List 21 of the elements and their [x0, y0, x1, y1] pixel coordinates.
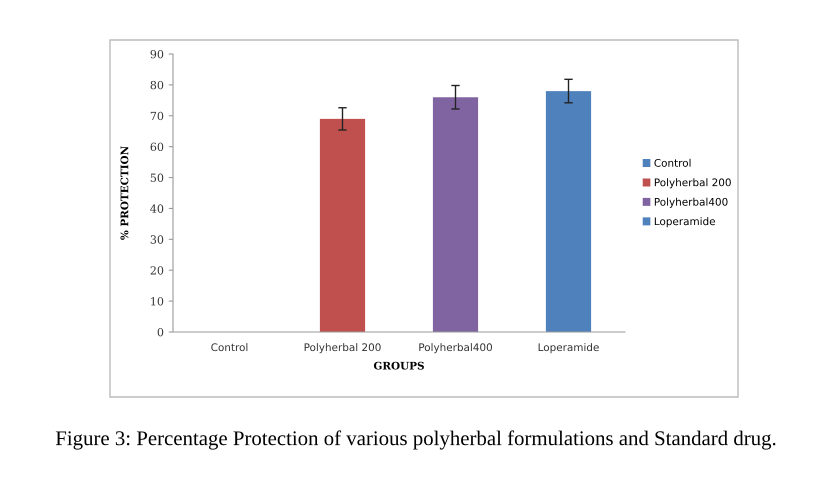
legend-label: Polyherbal 200 [654, 178, 731, 188]
y-tick-label: 30 [150, 235, 164, 244]
x-tick-label: Control [211, 343, 248, 352]
x-tick-label: Polyherbal400 [419, 343, 492, 354]
legend-label: Polyherbal400 [654, 198, 728, 208]
y-axis-title: % PROTECTION [120, 146, 128, 240]
legend-label: Control [654, 158, 691, 167]
y-tick-label: 90 [150, 50, 164, 58]
x-tick-label: Loperamide [538, 343, 599, 354]
y-tick-label: 50 [150, 174, 164, 182]
y-tick-label: 10 [151, 297, 164, 306]
y-tick-label: 20 [150, 266, 164, 275]
x-tick-label: Polyherbal 200 [304, 343, 381, 354]
y-tick-label: 60 [150, 142, 164, 152]
y-tick-label: 70 [150, 112, 164, 120]
y-tick-label: 40 [150, 204, 164, 213]
x-axis-title: GROUPS [374, 362, 424, 370]
legend-label: Loperamide [654, 217, 716, 228]
y-tick-label: 0 [158, 328, 164, 336]
text: Figure 3: Percentage Protection of various polyherbal formulations and Standard drug. [56, 430, 776, 450]
y-tick-label: 80 [150, 80, 164, 90]
